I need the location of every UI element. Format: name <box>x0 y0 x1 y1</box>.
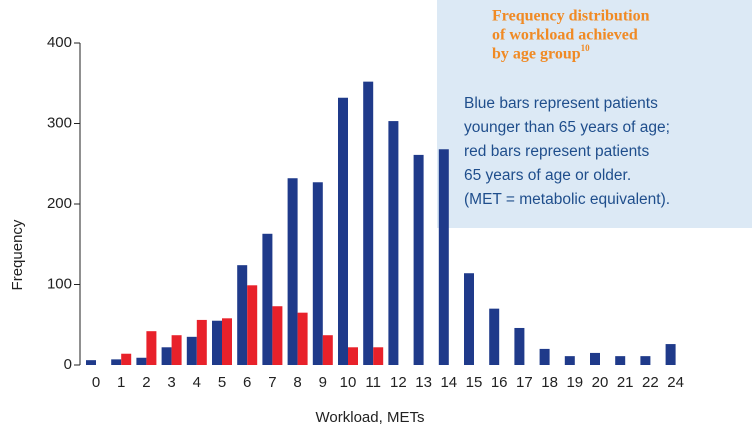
x-axis-label: Workload, METs <box>316 409 425 425</box>
x-tick-label: 3 <box>167 374 175 391</box>
bar <box>514 327 525 365</box>
annotation-title: of workload achieved <box>492 27 638 44</box>
x-tick-label: 1 <box>117 374 125 391</box>
x-tick-label: 12 <box>390 374 407 391</box>
bar <box>363 81 374 365</box>
bar <box>338 97 348 366</box>
x-tick-label: 16 <box>491 374 508 391</box>
bar <box>388 121 399 366</box>
x-tick-label: 13 <box>415 374 432 391</box>
bar <box>222 318 232 365</box>
bar <box>539 348 550 365</box>
bar <box>322 335 333 365</box>
bar <box>640 356 651 365</box>
bar <box>373 347 384 365</box>
bar <box>146 331 157 365</box>
bar <box>272 306 283 365</box>
bar <box>161 347 172 365</box>
x-tick-label: 15 <box>466 374 483 391</box>
y-tick-label: 200 <box>47 195 72 212</box>
bar <box>171 335 182 365</box>
x-tick-label: 10 <box>340 374 357 391</box>
annotation-title: by age group10 <box>492 43 590 63</box>
y-tick-label: 300 <box>47 114 72 131</box>
bar <box>297 312 308 365</box>
x-tick-label: 4 <box>193 374 201 391</box>
x-tick-label: 6 <box>243 374 251 391</box>
y-tick-label: 400 <box>47 34 72 51</box>
annotation-line: younger than 65 years of age; <box>464 119 670 136</box>
bar <box>212 320 222 365</box>
x-tick-label: 21 <box>617 374 634 391</box>
x-tick-label: 9 <box>319 374 327 391</box>
annotation-title: Frequency distribution <box>492 8 650 25</box>
x-tick-label: 18 <box>541 374 558 391</box>
bar <box>348 347 358 365</box>
y-tick-label: 0 <box>64 356 72 373</box>
x-tick-label: 11 <box>365 374 381 391</box>
bar <box>196 319 207 365</box>
x-tick-label: 14 <box>440 374 457 391</box>
annotation-line: Blue bars represent patients <box>464 95 658 112</box>
x-tick-label: 7 <box>268 374 276 391</box>
bar <box>564 356 575 365</box>
annotation-box <box>437 0 752 228</box>
y-tick-label: 100 <box>47 275 72 292</box>
x-tick-label: 17 <box>516 374 533 391</box>
annotation-line: red bars represent patients <box>464 143 649 160</box>
bar <box>464 273 474 365</box>
bar <box>590 352 600 365</box>
bar <box>186 336 197 365</box>
bar <box>413 154 424 365</box>
bar <box>111 359 122 365</box>
x-tick-label: 19 <box>566 374 583 391</box>
bar <box>247 285 258 365</box>
bar <box>489 308 500 365</box>
x-tick-label: 24 <box>667 374 684 391</box>
annotation-line: (MET = metabolic equivalent). <box>464 191 670 208</box>
x-tick-label: 20 <box>592 374 609 391</box>
annotation-line: 65 years of age or older. <box>464 167 631 184</box>
bar <box>438 149 449 365</box>
bar <box>86 360 96 365</box>
bar <box>615 356 626 365</box>
bar <box>237 265 248 365</box>
bar <box>665 344 676 365</box>
x-tick-label: 22 <box>642 374 659 391</box>
x-tick-label: 5 <box>218 374 226 391</box>
x-tick-label: 2 <box>142 374 150 391</box>
y-axis-label: Frequency <box>9 219 26 290</box>
bar <box>312 182 323 365</box>
annotation-title-sup: 10 <box>581 43 591 53</box>
x-tick-label: 8 <box>293 374 301 391</box>
bar <box>262 233 273 365</box>
bar <box>287 178 298 365</box>
bar <box>121 353 132 365</box>
bar <box>136 357 147 365</box>
x-tick-label: 0 <box>92 374 100 391</box>
